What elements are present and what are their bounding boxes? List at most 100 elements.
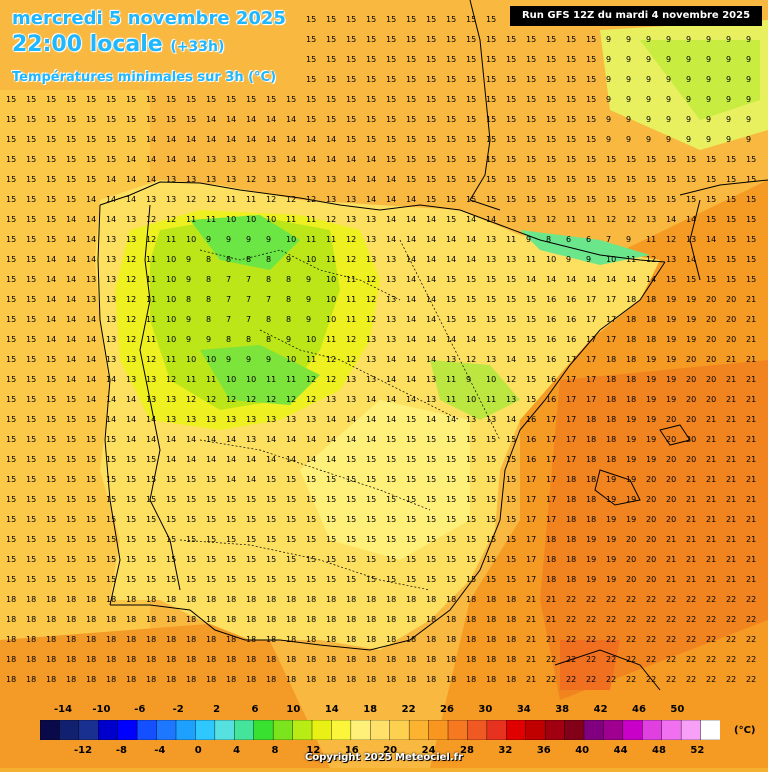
grid-temperature-value: 15 xyxy=(246,495,256,504)
grid-temperature-value: 19 xyxy=(666,395,676,404)
grid-temperature-value: 14 xyxy=(246,475,256,484)
grid-temperature-value: 14 xyxy=(86,395,96,404)
grid-temperature-value: 15 xyxy=(6,195,16,204)
grid-temperature-value: 21 xyxy=(726,415,736,424)
grid-temperature-value: 15 xyxy=(326,115,336,124)
grid-temperature-value: 22 xyxy=(706,635,716,644)
grid-temperature-value: 12 xyxy=(286,195,296,204)
grid-temperature-value: 15 xyxy=(746,175,756,184)
grid-temperature-value: 15 xyxy=(666,175,676,184)
grid-temperature-value: 8 xyxy=(186,295,191,304)
grid-temperature-value: 15 xyxy=(386,435,396,444)
grid-temperature-value: 18 xyxy=(86,615,96,624)
grid-temperature-value: 22 xyxy=(686,675,696,684)
legend-swatch xyxy=(78,720,99,740)
grid-temperature-value: 15 xyxy=(66,395,76,404)
grid-temperature-value: 14 xyxy=(166,435,176,444)
grid-temperature-value: 15 xyxy=(506,195,516,204)
grid-temperature-value: 13 xyxy=(146,395,156,404)
grid-temperature-value: 14 xyxy=(286,115,296,124)
legend-swatch xyxy=(661,720,682,740)
grid-temperature-value: 15 xyxy=(186,515,196,524)
grid-temperature-value: 14 xyxy=(66,315,76,324)
grid-temperature-value: 15 xyxy=(346,75,356,84)
grid-temperature-value: 20 xyxy=(626,535,636,544)
grid-temperature-value: 11 xyxy=(446,395,456,404)
grid-temperature-value: 18 xyxy=(26,615,36,624)
grid-temperature-value: 15 xyxy=(706,175,716,184)
grid-temperature-value: 14 xyxy=(106,215,116,224)
grid-temperature-value: 12 xyxy=(346,335,356,344)
product-title: Températures minimales sur 3h (°C) xyxy=(12,70,277,85)
grid-temperature-value: 22 xyxy=(666,655,676,664)
grid-temperature-value: 15 xyxy=(6,95,16,104)
grid-temperature-value: 18 xyxy=(326,615,336,624)
grid-temperature-value: 16 xyxy=(546,375,556,384)
grid-temperature-value: 15 xyxy=(366,515,376,524)
grid-temperature-value: 9 xyxy=(566,255,571,264)
grid-temperature-value: 15 xyxy=(386,455,396,464)
grid-temperature-value: 15 xyxy=(206,475,216,484)
grid-temperature-value: 9 xyxy=(666,35,671,44)
grid-temperature-value: 22 xyxy=(686,635,696,644)
grid-temperature-value: 9 xyxy=(266,355,271,364)
grid-temperature-value: 18 xyxy=(386,635,396,644)
grid-temperature-value: 22 xyxy=(626,595,636,604)
grid-temperature-value: 15 xyxy=(6,135,16,144)
grid-temperature-value: 22 xyxy=(686,655,696,664)
grid-temperature-value: 22 xyxy=(546,675,556,684)
grid-temperature-value: 15 xyxy=(486,175,496,184)
grid-temperature-value: 18 xyxy=(566,495,576,504)
grid-temperature-value: 15 xyxy=(446,35,456,44)
grid-temperature-value: 15 xyxy=(506,115,516,124)
grid-temperature-value: 15 xyxy=(546,175,556,184)
grid-temperature-value: 15 xyxy=(386,35,396,44)
grid-temperature-value: 14 xyxy=(246,455,256,464)
grid-temperature-value: 20 xyxy=(706,395,716,404)
grid-temperature-value: 9 xyxy=(746,35,751,44)
grid-temperature-value: 15 xyxy=(566,115,576,124)
grid-temperature-value: 13 xyxy=(366,215,376,224)
grid-temperature-value: 12 xyxy=(326,355,336,364)
grid-temperature-value: 11 xyxy=(526,255,536,264)
grid-temperature-value: 15 xyxy=(6,475,16,484)
grid-temperature-value: 15 xyxy=(286,535,296,544)
grid-temperature-value: 18 xyxy=(426,595,436,604)
grid-temperature-value: 13 xyxy=(186,415,196,424)
grid-temperature-value: 15 xyxy=(26,475,36,484)
grid-temperature-value: 15 xyxy=(446,135,456,144)
grid-temperature-value: 19 xyxy=(606,475,616,484)
grid-temperature-value: 15 xyxy=(6,155,16,164)
grid-temperature-value: 22 xyxy=(706,675,716,684)
grid-temperature-value: 18 xyxy=(486,635,496,644)
grid-temperature-value: 15 xyxy=(66,575,76,584)
grid-temperature-value: 15 xyxy=(466,15,476,24)
grid-temperature-value: 14 xyxy=(266,455,276,464)
grid-temperature-value: 15 xyxy=(166,475,176,484)
grid-temperature-value: 14 xyxy=(46,255,56,264)
grid-temperature-value: 15 xyxy=(426,115,436,124)
grid-temperature-value: 16 xyxy=(546,295,556,304)
grid-temperature-value: 18 xyxy=(626,355,636,364)
grid-temperature-value: 11 xyxy=(326,255,336,264)
grid-temperature-value: 18 xyxy=(306,615,316,624)
grid-temperature-value: 15 xyxy=(86,495,96,504)
legend-tick-label: 34 xyxy=(516,704,531,715)
legend-tick-label: -4 xyxy=(154,745,166,756)
grid-temperature-value: 15 xyxy=(706,215,716,224)
grid-temperature-value: 15 xyxy=(166,575,176,584)
grid-temperature-value: 9 xyxy=(626,95,631,104)
grid-temperature-value: 15 xyxy=(6,435,16,444)
legend-tick-label: 12 xyxy=(306,745,321,756)
grid-temperature-value: 9 xyxy=(646,95,651,104)
grid-temperature-value: 12 xyxy=(266,195,276,204)
grid-temperature-value: 11 xyxy=(146,255,156,264)
grid-temperature-value: 13 xyxy=(346,395,356,404)
grid-temperature-value: 14 xyxy=(126,435,136,444)
grid-temperature-value: 9 xyxy=(626,115,631,124)
grid-temperature-value: 17 xyxy=(546,515,556,524)
legend-tick-label: 46 xyxy=(632,704,646,715)
grid-temperature-value: 15 xyxy=(266,95,276,104)
grid-temperature-value: 14 xyxy=(406,275,416,284)
grid-temperature-value: 12 xyxy=(126,275,136,284)
